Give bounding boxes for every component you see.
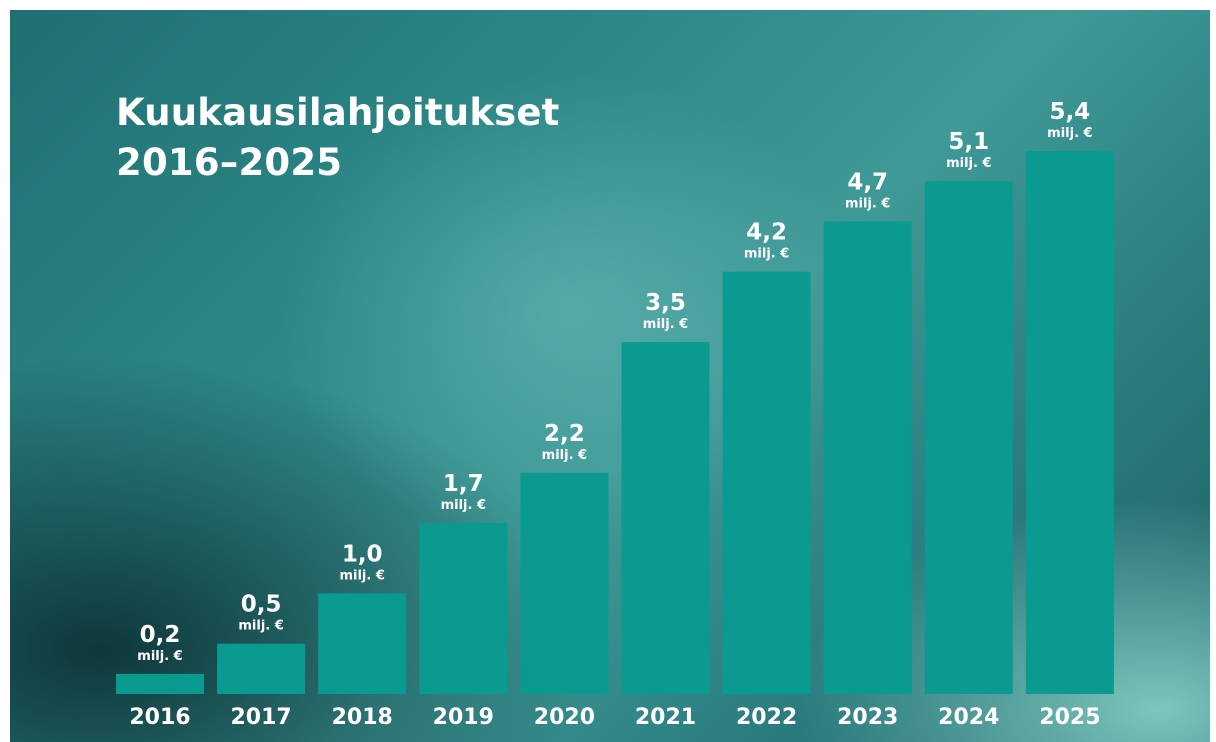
unit-label-2025: milj. € xyxy=(1047,126,1092,141)
x-tick-2025: 2025 xyxy=(1039,705,1100,730)
unit-label-2023: milj. € xyxy=(845,196,890,211)
chart-title-line-1: Kuukausilahjoitukset xyxy=(116,91,560,134)
x-tick-2021: 2021 xyxy=(635,705,696,730)
x-tick-2016: 2016 xyxy=(129,705,190,730)
x-tick-2018: 2018 xyxy=(332,705,393,730)
unit-label-2017: milj. € xyxy=(238,619,283,634)
bar-2017 xyxy=(217,643,306,694)
unit-label-2018: milj. € xyxy=(339,568,384,583)
data-label-2019: 1,7 xyxy=(443,471,484,497)
bar-2022 xyxy=(722,271,811,694)
data-label-2020: 2,2 xyxy=(544,421,585,447)
chart-title-line-2: 2016–2025 xyxy=(116,141,343,184)
unit-label-2020: milj. € xyxy=(542,448,587,463)
x-tick-2019: 2019 xyxy=(433,705,494,730)
bar-2020 xyxy=(520,472,609,694)
bar-2021 xyxy=(621,342,710,694)
x-tick-2022: 2022 xyxy=(736,705,797,730)
data-label-2024: 5,1 xyxy=(948,129,989,155)
x-tick-2023: 2023 xyxy=(837,705,898,730)
data-label-2017: 0,5 xyxy=(241,592,282,618)
x-tick-2020: 2020 xyxy=(534,705,595,730)
data-label-2022: 4,2 xyxy=(746,220,787,246)
chart-title: Kuukausilahjoitukset 2016–2025 xyxy=(116,88,560,188)
chart-card: Kuukausilahjoitukset 2016–2025 0,2 milj. … xyxy=(10,10,1210,742)
data-label-2025: 5,4 xyxy=(1050,99,1091,125)
bar-2019 xyxy=(419,523,508,694)
bar-2016 xyxy=(116,673,204,694)
unit-label-2021: milj. € xyxy=(643,317,688,332)
unit-label-2022: milj. € xyxy=(744,247,789,262)
x-tick-2017: 2017 xyxy=(230,705,291,730)
data-label-2016: 0,2 xyxy=(140,622,181,648)
data-label-2021: 3,5 xyxy=(645,290,686,316)
unit-label-2024: milj. € xyxy=(946,156,991,171)
unit-label-2019: milj. € xyxy=(441,498,486,513)
x-tick-2024: 2024 xyxy=(938,705,999,730)
bar-2018 xyxy=(318,593,407,694)
bar-2025 xyxy=(1025,151,1114,694)
bar-2024 xyxy=(924,181,1013,694)
unit-label-2016: milj. € xyxy=(137,649,182,664)
data-label-2023: 4,7 xyxy=(847,169,888,195)
bar-2023 xyxy=(823,221,912,694)
data-label-2018: 1,0 xyxy=(342,541,383,567)
